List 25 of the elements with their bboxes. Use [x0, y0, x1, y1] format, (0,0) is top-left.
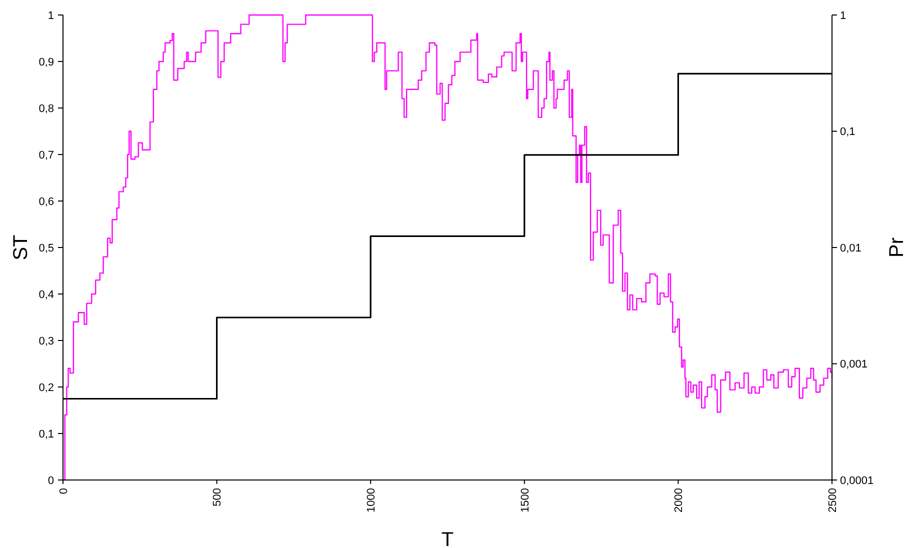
x-tick-label: 2000: [673, 488, 686, 512]
y-tick-label: 0: [48, 474, 54, 487]
x-tick-label: 1500: [519, 488, 532, 512]
y-tick-label: 0,2: [38, 382, 54, 394]
y-axis-title: ST: [10, 234, 32, 260]
x-axis-title: T: [441, 529, 454, 548]
y2-tick-label: 1: [840, 10, 846, 22]
y-tick-label: 0,7: [38, 149, 54, 162]
x-tick-label: 1000: [365, 488, 378, 512]
y2-axis-title: Pr: [886, 237, 908, 258]
y-tick-label: 0,5: [38, 242, 54, 254]
x-tick-label: 0: [58, 488, 70, 494]
y-tick-label: 0,3: [38, 335, 54, 348]
y-tick-label: 0,8: [38, 102, 54, 115]
y2-tick-label: 0,0001: [840, 474, 874, 487]
y2-tick-label: 0,01: [840, 242, 862, 254]
x-tick-label: 2500: [826, 488, 839, 512]
y2-tick-label: 0,1: [840, 126, 856, 138]
y-tick-label: 0,1: [38, 428, 54, 440]
y-tick-label: 0,6: [38, 196, 54, 208]
y-tick-label: 0,4: [38, 288, 54, 301]
y-tick-label: 0,9: [38, 56, 54, 68]
y-tick-label: 1: [48, 10, 54, 22]
y2-tick-label: 0,001: [840, 358, 868, 371]
x-tick-label: 500: [212, 488, 224, 506]
